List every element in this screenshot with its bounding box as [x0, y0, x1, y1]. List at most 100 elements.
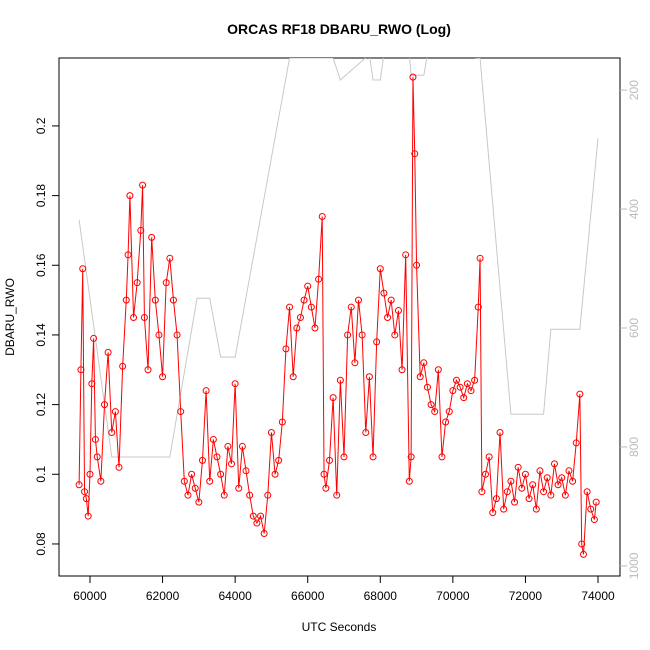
data-point [521, 470, 529, 478]
data-point [320, 470, 328, 478]
data-point [478, 488, 486, 496]
data-point [322, 484, 330, 492]
data-point [82, 495, 90, 503]
data-point [206, 477, 214, 485]
data-point [411, 150, 419, 158]
data-point [184, 491, 192, 499]
data-point [578, 540, 586, 548]
data-point [293, 324, 301, 332]
data-point [286, 303, 294, 311]
data-point [529, 481, 537, 489]
data-point [148, 233, 156, 241]
data-point [452, 376, 460, 384]
data-point [438, 453, 446, 461]
data-point [503, 488, 511, 496]
data-point [463, 380, 471, 388]
data-point [507, 477, 515, 485]
data-point [532, 505, 540, 513]
data-point [209, 435, 217, 443]
data-point [104, 348, 112, 356]
data-point [81, 488, 89, 496]
data-point [111, 408, 119, 416]
data-point [155, 331, 163, 339]
data-point [253, 519, 261, 527]
y-tick-label: 0.12 [34, 393, 48, 417]
data-point [587, 505, 595, 513]
y-axis-label: DBARU_RWO [3, 278, 17, 356]
data-point [124, 251, 132, 259]
y2-tick-label: 200 [627, 80, 641, 100]
data-point [476, 254, 484, 262]
data-point [482, 470, 490, 478]
data-point [355, 296, 363, 304]
data-point [511, 498, 519, 506]
data-point [235, 484, 243, 492]
data-point [540, 488, 548, 496]
data-point [79, 265, 87, 273]
data-point [325, 456, 333, 464]
data-point [347, 303, 355, 311]
data-point [137, 226, 145, 234]
x-tick-label: 60000 [73, 589, 107, 603]
series-line [78, 77, 597, 555]
y2-tick-label: 800 [627, 437, 641, 457]
data-point [220, 491, 228, 499]
data-point [416, 373, 424, 381]
x-tick-label: 72000 [509, 589, 543, 603]
data-point [554, 481, 562, 489]
plot-area [75, 58, 600, 558]
data-point [224, 442, 232, 450]
data-point [315, 275, 323, 283]
data-point [90, 334, 98, 342]
data-point [384, 314, 392, 322]
data-point [329, 394, 337, 402]
data-point [93, 453, 101, 461]
data-point [485, 453, 493, 461]
data-point [278, 418, 286, 426]
data-point [260, 530, 268, 538]
data-point [91, 435, 99, 443]
plot-box [58, 57, 621, 577]
data-point [162, 279, 170, 287]
data-point [409, 73, 417, 81]
data-point [449, 387, 457, 395]
data-point [576, 390, 584, 398]
data-point [88, 380, 96, 388]
data-point [318, 213, 326, 221]
y-tick-label: 0.14 [34, 323, 48, 347]
x-tick-label: 62000 [146, 589, 180, 603]
data-point [173, 331, 181, 339]
data-point [561, 491, 569, 499]
y-tick-label: 0.18 [34, 184, 48, 208]
data-point [500, 505, 508, 513]
data-point [311, 324, 319, 332]
data-point [362, 428, 370, 436]
data-point [264, 491, 272, 499]
data-point [550, 460, 558, 468]
data-point [307, 303, 315, 311]
y2-tick-label: 400 [627, 199, 641, 219]
data-point [271, 470, 279, 478]
data-point [569, 477, 577, 485]
data-point [130, 314, 138, 322]
x-tick-label: 74000 [581, 589, 615, 603]
data-point [394, 307, 402, 315]
data-point [380, 289, 388, 297]
data-point [333, 491, 341, 499]
data-point [460, 394, 468, 402]
data-point [536, 467, 544, 475]
y-tick-label: 0.16 [34, 253, 48, 277]
data-point [213, 453, 221, 461]
data-point [289, 373, 297, 381]
data-point [195, 498, 203, 506]
data-point [471, 376, 479, 384]
data-point [391, 331, 399, 339]
data-point [358, 331, 366, 339]
y2-tick-label: 1000 [627, 552, 641, 579]
data-point [202, 387, 210, 395]
data-point [275, 456, 283, 464]
data-point [565, 467, 573, 475]
data-point [249, 512, 257, 520]
data-point [126, 192, 134, 200]
